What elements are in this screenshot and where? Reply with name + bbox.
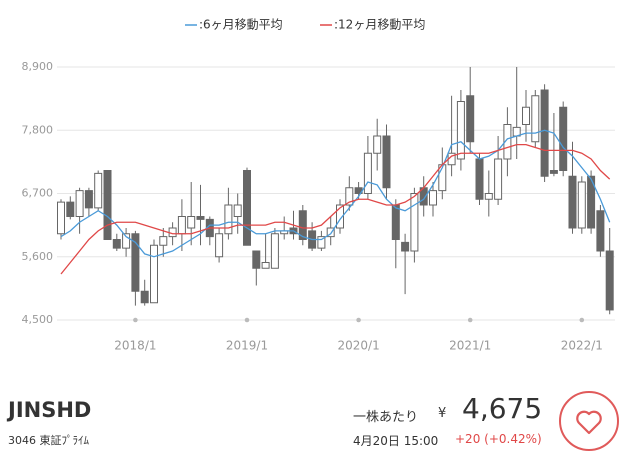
candle-body xyxy=(140,290,149,304)
update-time: 4月20日 15:00 xyxy=(353,434,439,448)
x-tick-label: 2020/1 xyxy=(337,339,379,353)
y-tick-label: 4,500 xyxy=(22,313,54,326)
x-tick-label: 2019/1 xyxy=(226,339,268,353)
y-tick-label: 5,600 xyxy=(22,250,54,263)
candle-body xyxy=(112,239,121,249)
y-tick-label: 6,700 xyxy=(22,187,54,200)
candle-body xyxy=(298,210,307,240)
candle-body xyxy=(84,190,93,209)
x-tick-label: 2021/1 xyxy=(449,339,491,353)
y-tick-label: 8,900 xyxy=(22,60,54,73)
candle-body xyxy=(382,135,391,189)
chart: :6ヶ月移動平均 :12ヶ月移動平均 4,500 5,600 6,700 7,800 8,9… xyxy=(22,18,615,353)
x-tick-dot xyxy=(356,317,361,323)
candle-body xyxy=(531,95,540,143)
y-tick-label: 7,800 xyxy=(22,123,54,136)
candle-body xyxy=(122,233,131,249)
candle-body xyxy=(336,204,344,229)
candle-body xyxy=(596,210,605,252)
heart-icon xyxy=(576,410,602,435)
candle-body xyxy=(540,89,549,177)
candle-body xyxy=(429,190,437,206)
candle-body xyxy=(345,187,354,206)
x-tick-label: 2018/1 xyxy=(114,339,156,353)
candle-body xyxy=(401,241,410,252)
legend-label: :12ヶ月移動平均 xyxy=(334,18,425,32)
price-change: +20 (+0.42%) xyxy=(455,432,542,446)
candle-body xyxy=(373,135,382,154)
candle-body xyxy=(270,233,279,269)
candle-body xyxy=(103,170,112,240)
price: 4,675 xyxy=(462,392,543,425)
x-tick-dot xyxy=(467,317,473,323)
moving-average-line xyxy=(60,129,611,258)
candle-body xyxy=(466,95,475,143)
candle-body xyxy=(522,106,530,125)
candle-body xyxy=(391,204,400,240)
candle-body xyxy=(363,152,372,194)
candle-body xyxy=(75,190,84,217)
legend-label: :6ヶ月移動平均 xyxy=(199,18,283,32)
candle-body xyxy=(559,106,568,171)
candle-body xyxy=(605,250,614,311)
candle-body xyxy=(177,216,186,235)
stock-info: JINSHD 3046 東証ﾌﾟﾗｲﾑ 一株あたり ¥ 4,675 4月20日 … xyxy=(0,380,639,459)
x-tick-dot xyxy=(244,317,250,323)
candle-body xyxy=(243,170,251,246)
candle-body xyxy=(317,236,326,249)
candle-body xyxy=(261,262,270,269)
candle-body xyxy=(66,201,75,217)
x-tick-dot xyxy=(579,317,585,323)
candle-body xyxy=(187,216,196,229)
x-tick-label: 2022/1 xyxy=(561,339,603,353)
per-share-label: 一株あたり xyxy=(353,410,419,425)
favorite-button[interactable] xyxy=(558,390,620,452)
candle-body xyxy=(57,201,65,235)
candle-body xyxy=(410,193,419,252)
candle-body xyxy=(503,124,512,160)
candle-body xyxy=(252,250,261,269)
currency: ¥ xyxy=(438,406,447,421)
candle-body xyxy=(484,193,493,200)
candle-body xyxy=(159,236,168,246)
candle-body xyxy=(456,101,465,160)
candle-body xyxy=(150,244,158,304)
candle-body xyxy=(94,172,103,209)
stock-name: JINSHD xyxy=(8,398,92,422)
candle-body xyxy=(131,233,140,292)
candle-body xyxy=(549,170,558,174)
candle-body xyxy=(326,227,335,238)
candle-body xyxy=(233,204,242,217)
candle-body xyxy=(494,158,503,200)
candle-body xyxy=(224,204,233,235)
candle-body xyxy=(577,181,586,229)
candle-body xyxy=(215,233,224,258)
candle-body xyxy=(196,216,205,220)
candle-body xyxy=(587,175,596,229)
candle-body xyxy=(568,175,577,229)
stock-code: 3046 東証ﾌﾟﾗｲﾑ xyxy=(8,434,89,447)
favorite-circle xyxy=(559,391,619,451)
candle-body xyxy=(475,158,484,200)
moving-average-line xyxy=(60,143,611,275)
x-tick-dot xyxy=(133,317,138,323)
